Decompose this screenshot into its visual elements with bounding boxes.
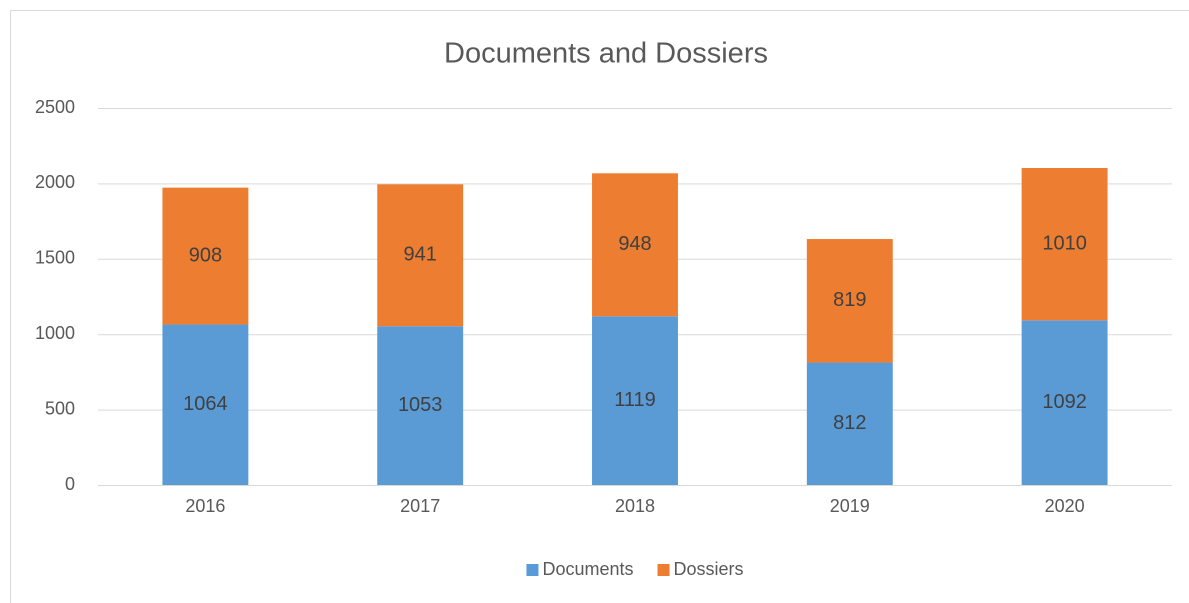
y-tick-label: 0	[65, 474, 75, 494]
x-tick-label: 2017	[400, 496, 440, 516]
y-tick-label: 2000	[35, 172, 75, 192]
data-label: 1064	[183, 393, 228, 415]
y-tick-label: 1000	[35, 323, 75, 343]
data-label: 1010	[1042, 232, 1087, 254]
bar-segment	[1021, 320, 1108, 485]
data-label: 948	[618, 233, 651, 255]
bar-segment	[162, 324, 249, 485]
y-tick-label: 2500	[35, 97, 75, 117]
bar-segment	[806, 362, 893, 485]
data-label: 908	[189, 244, 222, 266]
chart-border	[10, 10, 1189, 603]
legend-swatch	[657, 564, 670, 576]
bar-segment	[592, 173, 678, 317]
bar-segment	[806, 239, 893, 363]
y-tick-label: 500	[45, 398, 75, 418]
data-label: 1053	[398, 394, 443, 416]
chart-title: Documents and Dossiers	[444, 38, 768, 70]
x-tick-label: 2016	[185, 496, 225, 516]
x-tick-label: 2019	[830, 496, 870, 516]
data-label: 1119	[614, 389, 656, 411]
data-label: 812	[833, 412, 866, 434]
data-label: 1092	[1042, 391, 1087, 413]
y-tick-label: 1500	[35, 248, 75, 268]
bar-segment	[1021, 168, 1108, 321]
bar-segment	[162, 187, 249, 325]
legend-swatch	[526, 564, 539, 576]
bar-segment	[592, 316, 678, 485]
bar-segment	[377, 184, 464, 327]
bar-segment	[377, 326, 464, 485]
legend-label: Documents	[542, 559, 633, 579]
x-tick-label: 2018	[615, 496, 655, 516]
x-tick-label: 2020	[1045, 496, 1085, 516]
data-label: 941	[404, 244, 437, 266]
legend-label: Dossiers	[674, 559, 744, 579]
data-label: 819	[833, 289, 866, 311]
